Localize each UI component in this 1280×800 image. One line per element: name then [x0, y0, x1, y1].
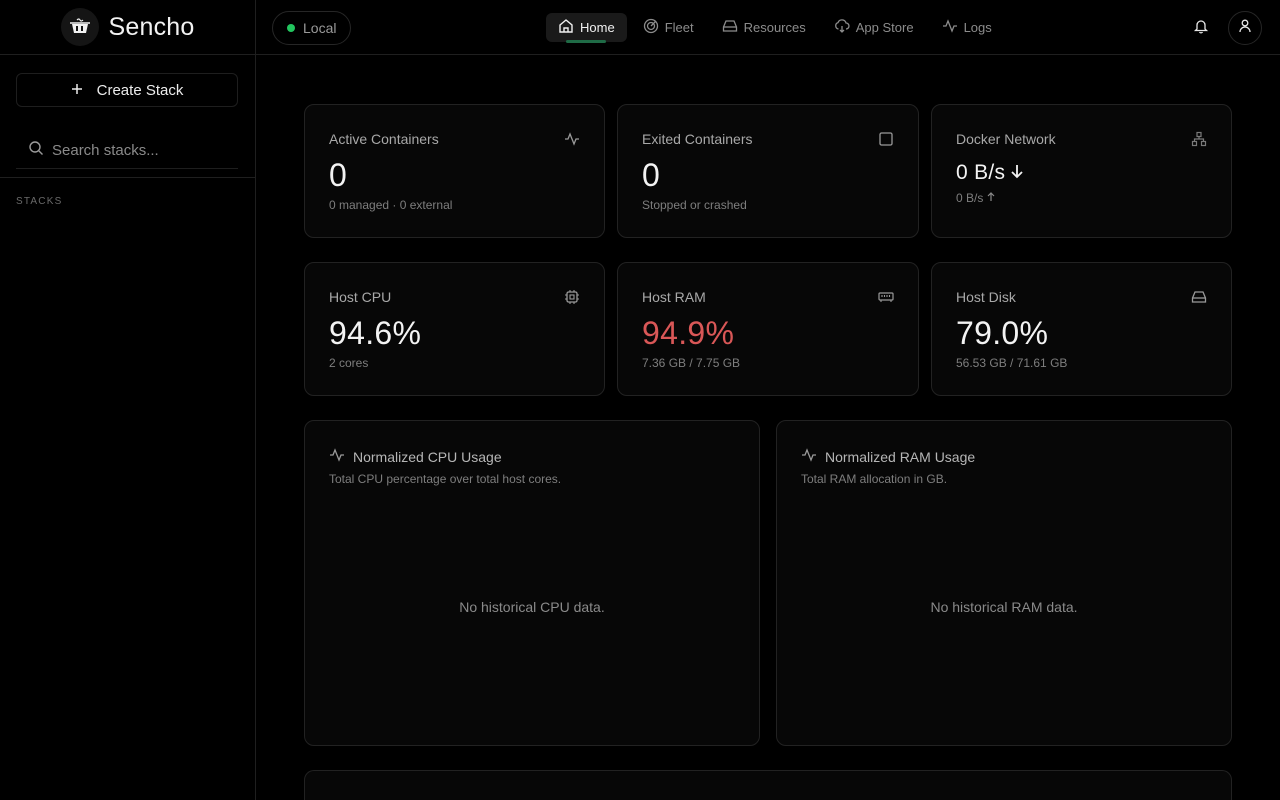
stat-title: Host Disk: [956, 289, 1016, 305]
node-selector[interactable]: Local: [272, 11, 352, 45]
stat-value: 0 B/s: [956, 161, 1006, 184]
status-dot-icon: [287, 24, 295, 32]
stat-value: 0: [642, 157, 661, 193]
hard-drive-icon: [722, 18, 738, 37]
chart-empty-state: No historical CPU data.: [459, 599, 605, 615]
activity-icon: [801, 447, 817, 466]
square-icon: [878, 131, 894, 152]
sidebar: Sencho Create Stack STACKS: [0, 0, 256, 800]
radar-icon: [643, 18, 659, 37]
chart-title: Normalized RAM Usage: [825, 448, 976, 465]
nav-app-store-label: App Store: [855, 20, 914, 35]
stat-value: 0: [329, 157, 348, 193]
nav-home[interactable]: Home: [546, 13, 627, 43]
chart-header: Normalized CPU Usage: [329, 447, 502, 466]
chart-description: Total CPU percentage over total host cor…: [329, 472, 562, 486]
network-upload-rate: 0 B/s: [956, 191, 996, 205]
brand-name: Sencho: [108, 12, 195, 41]
stat-subtext: 2 cores: [329, 356, 369, 370]
node-label: Local: [303, 20, 337, 36]
stat-title: Docker Network: [956, 131, 1056, 147]
network-download-rate: 0 B/s: [956, 161, 1025, 185]
chart-description: Total RAM allocation in GB.: [801, 472, 948, 486]
sidebar-divider: [0, 177, 255, 178]
user-menu-button[interactable]: [1228, 11, 1262, 45]
nav-resources[interactable]: Resources: [710, 13, 818, 42]
user-icon: [1237, 18, 1253, 39]
sencho-logo-icon: [60, 8, 99, 46]
nav-logs-label: Logs: [963, 20, 992, 35]
activity-icon: [942, 18, 958, 37]
stack-search: [16, 133, 238, 169]
stat-title: Exited Containers: [642, 131, 753, 147]
stat-value: 94.9%: [642, 315, 735, 351]
chart-empty-state: No historical RAM data.: [930, 599, 1078, 615]
hard-drive-icon: [1191, 289, 1207, 310]
activity-icon: [329, 447, 345, 466]
memory-stick-icon: [878, 289, 894, 310]
search-icon: [28, 140, 44, 161]
main-nav: Home Fleet Resources App Store: [546, 13, 1004, 43]
chart-title: Normalized CPU Usage: [353, 448, 502, 465]
host-ram-card: Host RAM 94.9% 7.36 GB / 7.75 GB: [617, 262, 919, 396]
ram-usage-chart-card: Normalized RAM Usage Total RAM allocatio…: [776, 420, 1232, 746]
arrow-up-icon: [986, 191, 996, 205]
docker-network-card: Docker Network 0 B/s 0 B/s: [931, 104, 1232, 238]
cpu-usage-chart-card: Normalized CPU Usage Total CPU percentag…: [304, 420, 760, 746]
cloud-download-icon: [834, 18, 850, 37]
nav-app-store[interactable]: App Store: [822, 13, 926, 42]
bell-icon: [1193, 18, 1209, 39]
brand: Sencho: [0, 0, 255, 55]
home-icon: [558, 18, 574, 37]
stacks-section-label: STACKS: [16, 196, 63, 207]
arrow-down-icon: [1009, 161, 1025, 185]
topbar-actions: [1184, 11, 1262, 45]
nav-logs[interactable]: Logs: [930, 13, 1004, 42]
stat-title: Host CPU: [329, 289, 392, 305]
nav-fleet-label: Fleet: [664, 20, 694, 35]
stat-subtext: 56.53 GB / 71.61 GB: [956, 356, 1068, 370]
create-stack-label: Create Stack: [96, 81, 184, 99]
bottom-card-partial: [304, 770, 1232, 800]
stat-subtext: 7.36 GB / 7.75 GB: [642, 356, 741, 370]
cpu-icon: [564, 289, 580, 310]
stat-subtext: Stopped or crashed: [642, 198, 747, 212]
stat-subtext: 0 managed · 0 external: [329, 198, 453, 212]
chart-header: Normalized RAM Usage: [801, 447, 975, 466]
notifications-button[interactable]: [1184, 11, 1218, 45]
nav-fleet[interactable]: Fleet: [631, 13, 706, 42]
activity-icon: [564, 131, 580, 152]
stat-title: Active Containers: [329, 131, 439, 147]
stat-subtext: 0 B/s: [956, 191, 984, 205]
stat-title: Host RAM: [642, 289, 706, 305]
exited-containers-card: Exited Containers 0 Stopped or crashed: [617, 104, 919, 238]
nav-resources-label: Resources: [743, 20, 806, 35]
nav-home-label: Home: [580, 20, 615, 35]
stat-value: 94.6%: [329, 315, 422, 351]
create-stack-button[interactable]: Create Stack: [16, 73, 238, 107]
stat-value: 79.0%: [956, 315, 1049, 351]
host-cpu-card: Host CPU 94.6% 2 cores: [304, 262, 605, 396]
network-icon: [1191, 131, 1207, 152]
plus-icon: [71, 82, 83, 99]
active-containers-card: Active Containers 0 0 managed · 0 extern…: [304, 104, 605, 238]
topbar: Local Home Fleet Resources: [256, 0, 1280, 55]
search-input[interactable]: [52, 142, 232, 159]
host-disk-card: Host Disk 79.0% 56.53 GB / 71.61 GB: [931, 262, 1232, 396]
